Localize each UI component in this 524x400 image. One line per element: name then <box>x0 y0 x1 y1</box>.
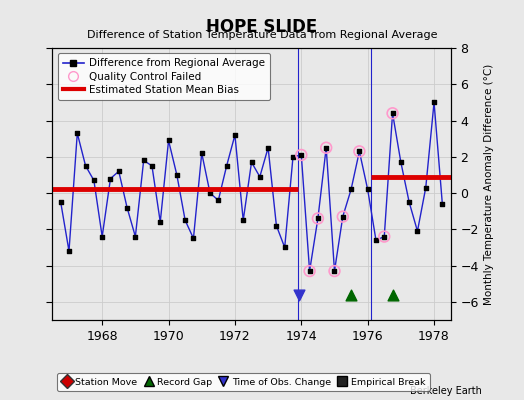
Point <box>388 110 397 116</box>
Point <box>106 175 115 182</box>
Point <box>123 204 131 211</box>
Point <box>189 235 198 242</box>
Point <box>272 222 281 229</box>
Point <box>181 217 189 224</box>
Point <box>156 219 165 225</box>
Point <box>294 292 303 298</box>
Point <box>297 152 305 158</box>
Legend: Difference from Regional Average, Quality Control Failed, Estimated Station Mean: Difference from Regional Average, Qualit… <box>58 53 270 100</box>
Point <box>90 177 98 184</box>
Text: Difference of Station Temperature Data from Regional Average: Difference of Station Temperature Data f… <box>87 30 437 40</box>
Point <box>289 154 297 160</box>
Point <box>214 197 223 204</box>
Point <box>339 214 347 220</box>
Legend: Station Move, Record Gap, Time of Obs. Change, Empirical Break: Station Move, Record Gap, Time of Obs. C… <box>57 373 430 391</box>
Point <box>57 199 65 205</box>
Point <box>264 144 272 151</box>
Point <box>430 99 438 106</box>
Point <box>322 144 331 151</box>
Point <box>165 137 173 144</box>
Point <box>231 132 239 138</box>
Point <box>314 215 322 222</box>
Point <box>305 268 314 274</box>
Point <box>388 292 397 298</box>
Point <box>380 233 388 240</box>
Point <box>297 152 305 158</box>
Point <box>81 163 90 169</box>
Point <box>347 292 355 298</box>
Point <box>347 186 355 193</box>
Point <box>405 199 413 205</box>
Point <box>98 233 106 240</box>
Point <box>206 190 214 196</box>
Point <box>364 186 372 193</box>
Point <box>280 244 289 251</box>
Point <box>148 163 156 169</box>
Point <box>422 184 430 191</box>
Point <box>172 172 181 178</box>
Point <box>322 144 331 151</box>
Text: Berkeley Earth: Berkeley Earth <box>410 386 482 396</box>
Point <box>314 215 322 222</box>
Point <box>223 163 231 169</box>
Point <box>355 148 364 154</box>
Point <box>397 159 405 166</box>
Point <box>330 268 339 274</box>
Point <box>247 159 256 166</box>
Text: HOPE SLIDE: HOPE SLIDE <box>206 18 318 36</box>
Point <box>372 237 380 244</box>
Point <box>438 201 446 207</box>
Point <box>73 130 82 136</box>
Point <box>380 233 388 240</box>
Point <box>413 228 422 234</box>
Point <box>330 268 339 274</box>
Point <box>139 157 148 164</box>
Point <box>256 174 264 180</box>
Point <box>131 233 139 240</box>
Point <box>65 248 73 254</box>
Point <box>388 110 397 116</box>
Point <box>339 214 347 220</box>
Y-axis label: Monthly Temperature Anomaly Difference (°C): Monthly Temperature Anomaly Difference (… <box>484 63 494 305</box>
Point <box>355 148 364 154</box>
Point <box>115 168 123 174</box>
Point <box>198 150 206 156</box>
Point <box>305 268 314 274</box>
Point <box>239 217 247 224</box>
